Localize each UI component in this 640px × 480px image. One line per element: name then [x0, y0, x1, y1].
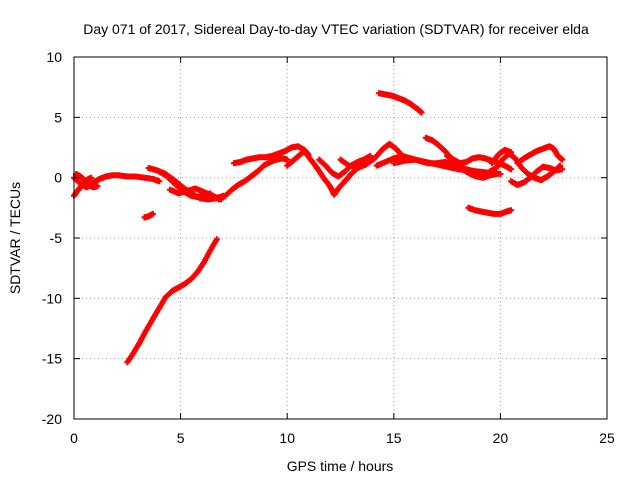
x-tick-label: 5	[177, 430, 185, 446]
grid-lines	[74, 57, 607, 419]
x-axis-title: GPS time / hours	[287, 458, 394, 474]
x-axis: 0 5 10 15 20 25	[70, 57, 615, 446]
data-point-markers	[375, 90, 425, 116]
data-layer	[71, 90, 566, 366]
y-axis: -20 -15 -10 -5 0 5 10	[42, 49, 607, 427]
series-track-k	[284, 148, 361, 198]
x-tick-label: 20	[493, 430, 509, 446]
data-point-markers	[488, 146, 515, 167]
x-tick-label: 25	[599, 430, 615, 446]
series-track-w	[488, 146, 515, 167]
y-tick-label: 0	[54, 170, 62, 186]
x-tick-label: 0	[70, 430, 78, 446]
series-track-u	[514, 143, 566, 167]
data-point-markers	[486, 150, 564, 184]
series-track-p	[375, 90, 425, 116]
y-tick-label: -5	[50, 230, 63, 246]
data-point-markers	[508, 163, 566, 188]
data-point-markers	[141, 210, 156, 221]
data-point-markers	[166, 185, 225, 203]
series-track-s	[465, 204, 515, 217]
x-tick-label: 15	[386, 430, 402, 446]
y-tick-label: 5	[54, 109, 62, 125]
x-tick-label: 10	[279, 430, 295, 446]
series-track-t	[486, 150, 564, 184]
plot-frame	[73, 56, 608, 420]
series-track-j	[230, 143, 312, 167]
data-point-markers	[124, 236, 220, 366]
series-track-i	[216, 155, 291, 203]
y-tick-label: -20	[42, 411, 62, 427]
data-point-markers	[216, 155, 291, 203]
series-track-v	[508, 163, 566, 188]
y-tick-label: 10	[46, 49, 62, 65]
chart-title: Day 071 of 2017, Sidereal Day-to-day VTE…	[83, 21, 589, 37]
data-point-markers	[230, 143, 312, 167]
data-point-markers	[514, 143, 566, 167]
series-track-f	[166, 185, 225, 203]
data-point-markers	[465, 204, 515, 217]
series-track-h	[124, 236, 220, 366]
series-track-g	[141, 210, 156, 221]
data-point-markers	[284, 148, 361, 198]
y-tick-label: -10	[42, 290, 62, 306]
y-tick-label: -15	[42, 351, 62, 367]
data-point-markers	[73, 171, 101, 191]
series-track-c	[73, 171, 101, 191]
y-axis-title: SDTVAR / TECUs	[7, 182, 23, 294]
